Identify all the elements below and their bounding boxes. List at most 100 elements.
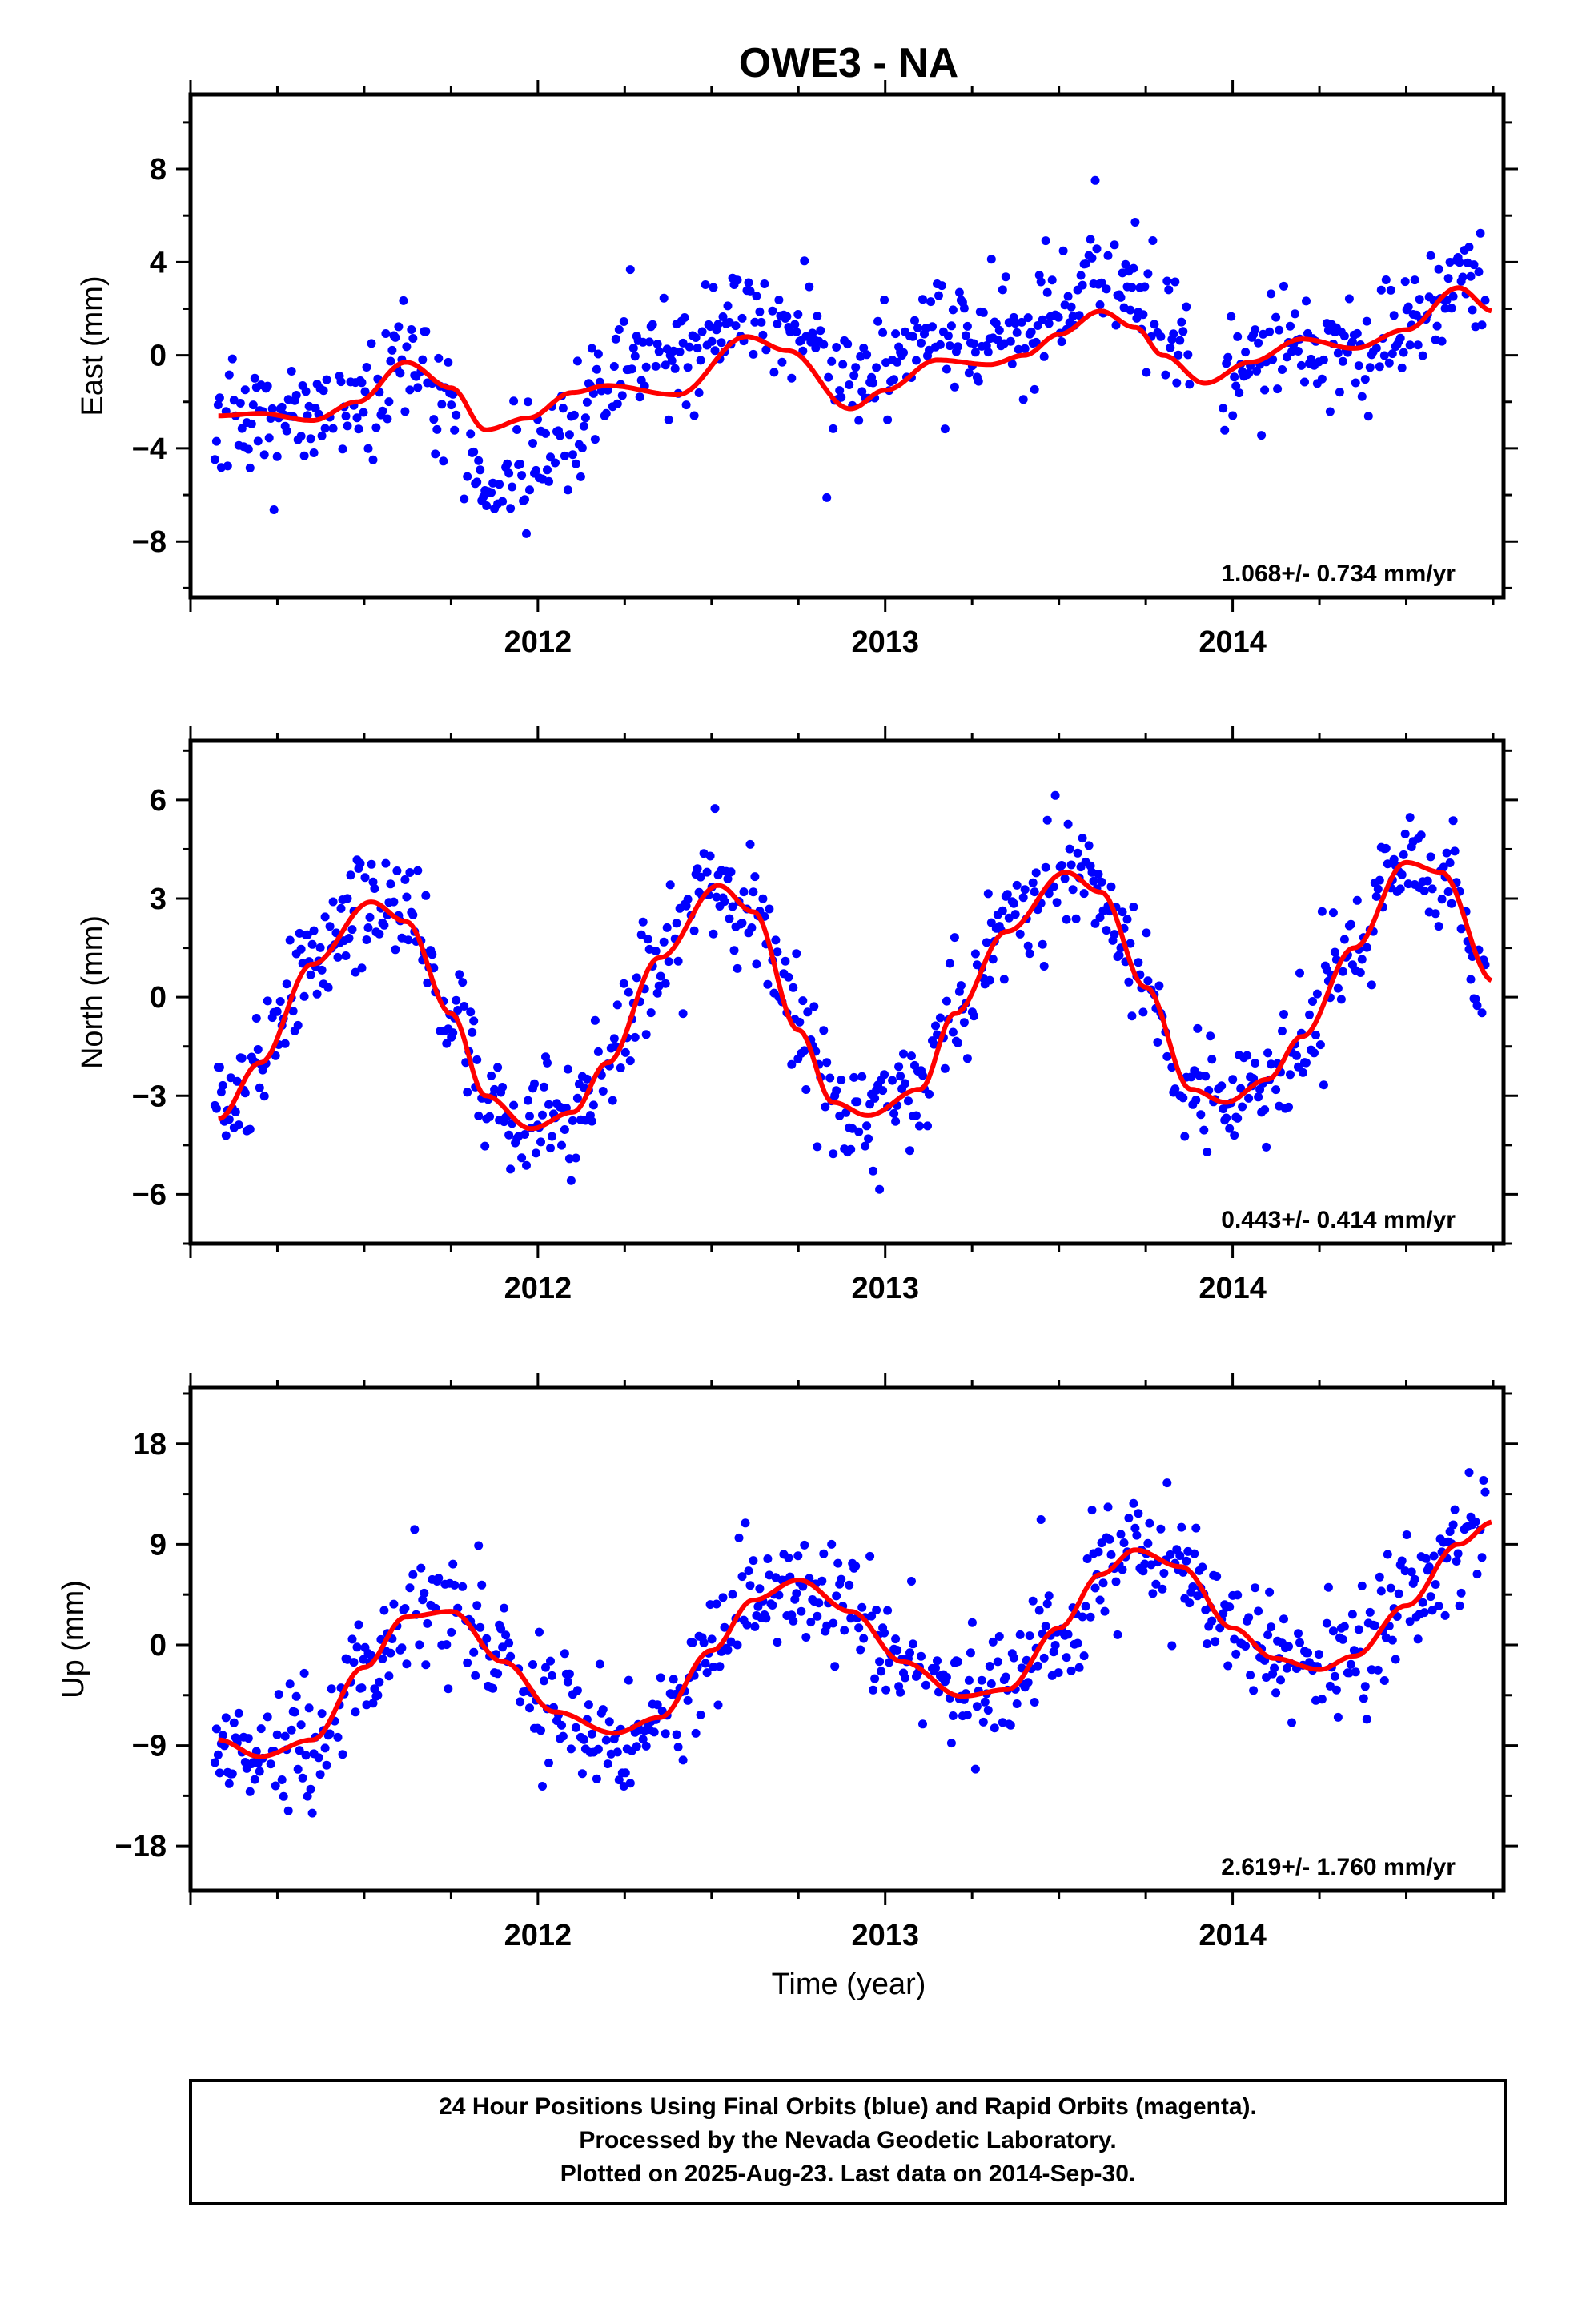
data-point [758,330,768,340]
data-point [399,296,408,305]
data-point [306,970,315,979]
data-point [442,1640,452,1650]
data-point [1041,862,1050,872]
y-tick-label: 0 [150,1629,167,1663]
data-point [447,1627,456,1637]
data-point [696,872,705,882]
data-point [1116,292,1126,302]
data-point [368,1699,378,1708]
data-point [862,1121,872,1131]
data-point [320,912,330,922]
caption-line-3: Plotted on 2025-Aug-23. Last data on 201… [560,2161,1136,2187]
data-point [532,1148,540,1158]
data-point [584,1700,593,1710]
data-point [1231,1649,1241,1659]
data-point [745,286,755,296]
data-point [386,879,396,889]
data-point [1006,336,1015,346]
data-point [314,1753,323,1763]
y-tick-label: −3 [132,1080,167,1113]
data-point [777,357,787,367]
data-point [798,1582,808,1591]
data-point [1044,319,1054,328]
data-point [245,463,255,472]
data-point [625,1056,635,1066]
data-point [1111,1577,1121,1586]
data-point [1275,325,1284,335]
data-point [371,423,381,432]
data-point [466,429,476,439]
data-point [328,897,338,907]
data-point [1098,1578,1108,1588]
data-point [444,357,453,367]
data-point [964,368,974,378]
data-point [800,256,809,266]
data-point [368,877,378,887]
data-point [387,345,397,355]
data-point [1028,878,1038,887]
data-point [1419,1608,1429,1618]
data-point [1265,327,1275,336]
data-point [590,435,600,444]
data-point [315,943,325,952]
data-point [829,1618,838,1628]
rate-label: 2.619+/- 1.760 mm/yr [1221,1854,1456,1880]
data-point [506,1651,516,1661]
data-point [469,1647,479,1657]
data-point [378,1654,387,1663]
data-point [1464,1468,1474,1478]
data-point [532,465,540,475]
rate-label: 0.443+/- 0.414 mm/yr [1221,1207,1456,1233]
data-point [232,1076,242,1086]
data-point [413,866,423,875]
data-point [563,1064,572,1074]
data-point [1225,1602,1235,1612]
data-point [707,336,717,346]
data-point [1423,876,1432,886]
data-point [245,1787,255,1796]
data-point [1251,1583,1260,1593]
data-point [1315,1040,1325,1050]
data-point [1039,962,1049,971]
data-point [548,1671,556,1680]
data-point [934,291,943,300]
data-point [1017,317,1026,327]
data-point [1431,909,1440,919]
data-point [402,892,412,902]
data-point [1102,284,1111,294]
data-point [1094,870,1103,879]
data-point [1292,1051,1301,1060]
data-point [1235,388,1244,398]
data-point [723,301,733,311]
data-point [1426,251,1435,260]
data-point [983,889,993,899]
data-point [1065,844,1074,854]
data-point [1066,1666,1076,1675]
data-point [1471,1517,1480,1526]
data-point [1130,218,1140,227]
data-point [463,472,472,481]
data-point [1471,995,1480,1003]
data-point [774,296,784,304]
data-point [763,979,773,989]
data-point [733,1640,742,1650]
data-point [1129,1498,1138,1508]
data-point [940,424,950,434]
data-point [723,1645,733,1655]
data-point [931,1021,940,1031]
data-point [450,425,460,435]
data-point [1222,1113,1231,1123]
data-point [303,411,312,420]
data-point [271,1051,280,1060]
data-point [546,1144,555,1153]
data-point [1405,340,1415,350]
data-point [681,901,691,911]
data-point [343,894,352,903]
data-point [582,397,592,407]
data-point [420,1588,429,1598]
data-point [878,328,888,337]
data-point [536,1726,545,1735]
data-point [670,364,680,373]
data-point [1365,363,1375,372]
data-point [274,1690,283,1699]
